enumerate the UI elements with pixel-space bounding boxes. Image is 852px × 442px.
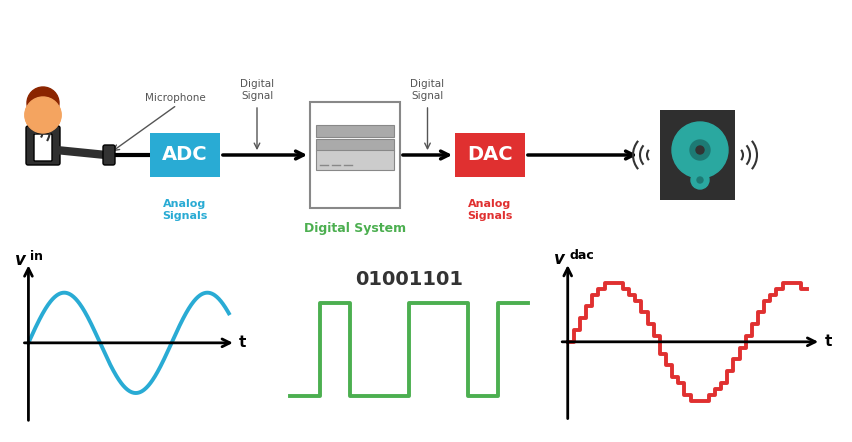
Text: Analog
Signals: Analog Signals	[467, 199, 513, 221]
Bar	[150, 133, 220, 177]
Text: in: in	[30, 250, 43, 263]
Text: Microphone: Microphone	[145, 93, 205, 103]
Text: Digital System: Digital System	[304, 222, 406, 235]
Text: t: t	[826, 334, 832, 349]
Circle shape	[696, 146, 704, 154]
Text: v: v	[554, 250, 565, 268]
Text: t: t	[239, 335, 246, 351]
Text: Digital
Signal: Digital Signal	[240, 80, 274, 101]
FancyBboxPatch shape	[34, 134, 52, 161]
Text: v: v	[15, 251, 26, 269]
Circle shape	[27, 87, 59, 119]
Circle shape	[25, 97, 61, 133]
Text: dac: dac	[569, 249, 594, 262]
Text: Analog
Signals: Analog Signals	[163, 199, 208, 221]
Bar	[310, 102, 400, 208]
Bar	[455, 133, 525, 177]
Text: DAC: DAC	[467, 145, 513, 164]
Bar	[316, 125, 394, 137]
Text: 01001101: 01001101	[355, 270, 463, 289]
Circle shape	[690, 140, 710, 160]
Circle shape	[697, 177, 703, 183]
Bar	[316, 139, 394, 151]
FancyBboxPatch shape	[26, 126, 60, 165]
Bar	[660, 110, 735, 200]
Text: Digital
Signal: Digital Signal	[411, 80, 445, 101]
Text: ADC: ADC	[162, 145, 208, 164]
Circle shape	[25, 97, 61, 133]
Circle shape	[672, 122, 728, 178]
Circle shape	[691, 171, 709, 189]
Bar	[316, 150, 394, 170]
FancyBboxPatch shape	[103, 145, 115, 165]
